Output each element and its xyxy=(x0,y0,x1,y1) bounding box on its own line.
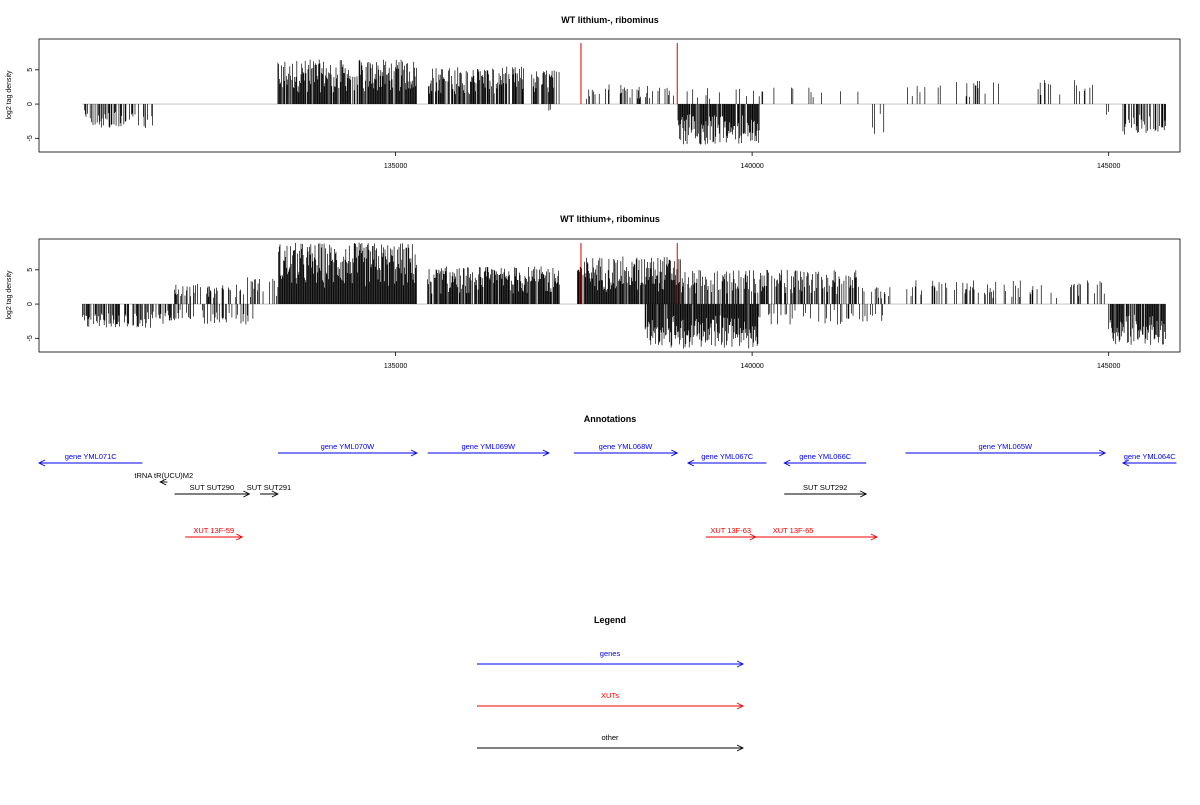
feature-arrow-head xyxy=(236,533,244,541)
x-tick-label: 140000 xyxy=(740,363,763,370)
feature-label: gene YML066C xyxy=(799,452,852,461)
y-axis-label: log2 tag density xyxy=(6,70,13,120)
x-axis: 135000 140000 145000 xyxy=(384,152,1120,170)
y-tick-label: -5 xyxy=(27,335,34,341)
legend-entry: other xyxy=(477,733,745,752)
feature-label: SUT SUT291 xyxy=(247,483,291,492)
y-axis-label: log2 tag density xyxy=(6,270,13,320)
y-tick-label: 5 xyxy=(27,268,34,272)
annotation-feature: gene YML070W xyxy=(277,442,418,457)
annotation-feature: gene YML066C xyxy=(783,452,867,467)
y-axis: -5 0 5 xyxy=(27,268,39,341)
track-panel-lithium-plus: WT lithium+, ribominus log2 tag density … xyxy=(6,214,1181,370)
feature-label: XUT 13F-63 xyxy=(710,526,751,535)
feature-label: XUT 13F-65 xyxy=(773,526,814,535)
feature-label: SUT SUT290 xyxy=(190,483,234,492)
annotation-feature: gene YML069W xyxy=(427,442,550,457)
feature-label: gene YML070W xyxy=(321,442,376,451)
feature-label: gene YML064C xyxy=(1124,452,1177,461)
feature-label: gene YML067C xyxy=(701,452,754,461)
feature-arrow-head xyxy=(37,459,46,467)
y-axis: -5 0 5 xyxy=(27,68,39,141)
annotation-feature: SUT SUT290 xyxy=(174,483,251,498)
annotation-feature: XUT 13F-63 xyxy=(705,526,757,541)
feature-arrow-head xyxy=(542,449,550,457)
feature-label: gene YML065W xyxy=(978,442,1033,451)
x-tick-label: 135000 xyxy=(384,163,407,170)
density-bars xyxy=(81,43,1167,145)
x-tick-label: 145000 xyxy=(1097,163,1120,170)
legend-label: other xyxy=(601,733,619,742)
y-tick-label: -5 xyxy=(27,135,34,141)
annotation-feature: gene YML065W xyxy=(905,442,1107,457)
legend-arrow-head xyxy=(736,744,745,752)
feature-arrow-head xyxy=(870,533,878,541)
legend-panel: Legend genes XUTs other xyxy=(477,615,745,752)
feature-label: tRNA tR(UCU)M2 xyxy=(134,471,193,480)
feature-arrow-head xyxy=(243,490,251,498)
legend-label: XUTs xyxy=(601,691,619,700)
annotation-feature: SUT SUT291 xyxy=(247,483,291,498)
density-bars xyxy=(81,242,1166,349)
feature-arrow-head xyxy=(1121,459,1130,467)
feature-arrow-head xyxy=(159,478,167,486)
feature-label: gene YML068W xyxy=(599,442,654,451)
legend-arrow-head xyxy=(736,660,745,668)
x-tick-label: 145000 xyxy=(1097,363,1120,370)
feature-arrow-head xyxy=(671,449,679,457)
plot-frame xyxy=(38,38,1181,153)
x-tick-label: 140000 xyxy=(740,163,763,170)
panel-title: WT lithium+, ribominus xyxy=(560,214,660,224)
legend-label: genes xyxy=(600,649,621,658)
legend-entries: genes XUTs other xyxy=(477,649,745,752)
annotation-features: gene YML071C gene YML070W gene YML069W gene… xyxy=(37,442,1177,541)
feature-label: gene YML069W xyxy=(461,442,516,451)
legend-entry: genes xyxy=(477,649,745,668)
x-tick-label: 135000 xyxy=(384,363,407,370)
annotation-feature: gene YML068W xyxy=(573,442,679,457)
annotation-feature: XUT 13F-65 xyxy=(709,526,878,541)
annotation-feature: SUT SUT292 xyxy=(784,483,868,498)
plot-frame xyxy=(38,238,1181,353)
feature-arrow-head xyxy=(686,459,695,467)
panel-title: WT lithium-, ribominus xyxy=(561,15,659,25)
y-tick-label: 5 xyxy=(27,68,34,72)
feature-arrow-head xyxy=(1098,449,1107,457)
legend-entry: XUTs xyxy=(477,691,745,710)
annotation-feature: tRNA tR(UCU)M2 xyxy=(134,471,193,486)
feature-arrow-head xyxy=(860,490,868,498)
y-tick-label: 0 xyxy=(27,102,34,106)
feature-arrow-head xyxy=(271,490,279,498)
legend-arrow-head xyxy=(736,702,745,710)
feature-arrow-head xyxy=(783,459,791,467)
legend-title: Legend xyxy=(594,615,626,625)
feature-label: gene YML071C xyxy=(65,452,118,461)
annotation-feature: gene YML067C xyxy=(686,452,767,467)
annotation-feature: gene YML064C xyxy=(1121,452,1177,467)
x-axis: 135000 140000 145000 xyxy=(384,352,1120,370)
track-panel-lithium-minus: WT lithium-, ribominus log2 tag density … xyxy=(6,15,1181,170)
annotation-feature: XUT 13F-59 xyxy=(185,526,244,541)
y-tick-label: 0 xyxy=(27,302,34,306)
feature-arrow-head xyxy=(410,449,418,457)
feature-label: SUT SUT292 xyxy=(803,483,847,492)
annotations-title: Annotations xyxy=(584,414,637,424)
annotation-feature: gene YML071C xyxy=(37,452,143,467)
feature-label: XUT 13F-59 xyxy=(193,526,234,535)
